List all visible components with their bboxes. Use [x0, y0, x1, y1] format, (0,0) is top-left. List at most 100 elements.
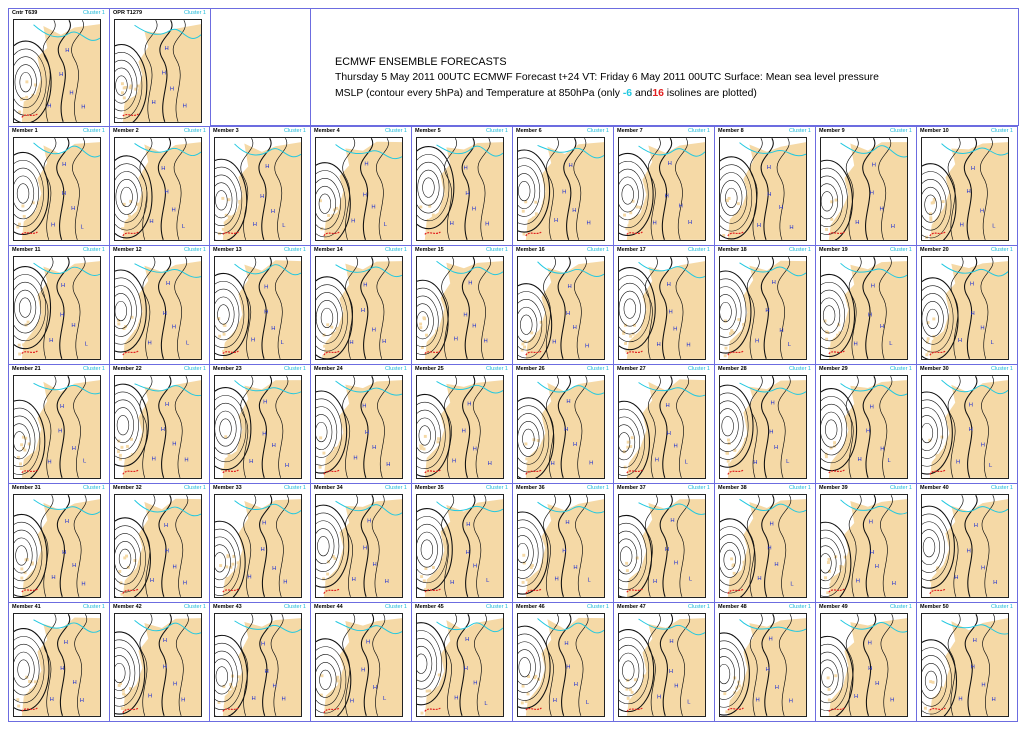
land-area	[626, 379, 705, 478]
land-fleck	[39, 206, 43, 210]
land-fleck	[520, 701, 524, 705]
land-area	[828, 380, 907, 478]
isobar-contour	[116, 415, 130, 436]
land-fleck	[640, 566, 644, 570]
land-fleck	[127, 214, 131, 218]
land-fleck	[419, 322, 423, 326]
high-pressure-label: H	[149, 219, 153, 225]
land-fleck	[538, 586, 542, 590]
isobar-contour	[56, 495, 71, 597]
land-fleck	[36, 562, 40, 566]
high-pressure-label: H	[47, 103, 51, 109]
land-fleck	[824, 576, 827, 580]
high-pressure-label: H	[73, 680, 77, 686]
cluster-label: Cluster 1	[990, 366, 1013, 372]
isobar-contour	[518, 173, 536, 209]
high-pressure-label: H	[163, 665, 167, 671]
isobar-contour	[417, 287, 444, 355]
low-pressure-label: L	[484, 701, 488, 707]
land-fleck	[742, 560, 746, 564]
isobar-contour	[982, 614, 996, 716]
panel-label: Member 3	[213, 128, 239, 134]
high-pressure-label: H	[467, 401, 471, 407]
isobar-contour	[720, 278, 747, 346]
land-fleck	[526, 692, 530, 696]
land-fleck	[925, 340, 929, 344]
cold-isoline	[134, 499, 201, 517]
low-pressure-label: L	[186, 341, 190, 347]
land-fleck	[443, 464, 447, 468]
isobar-contour	[518, 633, 546, 701]
land-fleck	[117, 683, 121, 687]
land-fleck	[530, 331, 534, 335]
isobar-contour	[270, 614, 284, 716]
land-fleck	[722, 234, 726, 237]
high-pressure-label: H	[452, 458, 456, 464]
high-pressure-label: H	[554, 218, 558, 224]
warm-isoline	[626, 707, 643, 712]
high-pressure-label: H	[382, 339, 386, 345]
land-fleck	[934, 221, 938, 225]
cold-isoline	[739, 382, 806, 395]
land-fleck	[346, 447, 350, 451]
isobar-contour	[417, 531, 438, 568]
land-fleck	[238, 576, 242, 580]
isobar-contour	[922, 163, 957, 240]
land-fleck	[437, 449, 441, 453]
land-fleck	[129, 341, 133, 345]
land-fleck	[123, 556, 127, 560]
land-fleck	[544, 703, 548, 707]
isobar-contour	[275, 376, 289, 478]
land-fleck	[119, 682, 123, 685]
high-pressure-label: H	[653, 579, 657, 585]
land-fleck	[848, 703, 852, 707]
isobar-contour	[115, 43, 148, 122]
isobar-contour	[721, 416, 734, 437]
land-fleck	[852, 458, 856, 462]
land-fleck	[322, 354, 326, 358]
land-fleck	[726, 459, 730, 463]
isobar-contour	[115, 533, 141, 585]
isobar-contour	[115, 269, 147, 353]
isobar-contour	[417, 630, 442, 698]
high-pressure-label: H	[870, 191, 874, 197]
isobar-contour	[659, 257, 673, 359]
cold-isoline-value: -6	[622, 88, 633, 99]
land-fleck	[341, 316, 345, 320]
land-fleck	[234, 331, 238, 335]
isobar-contour	[720, 534, 746, 586]
high-pressure-label: H	[353, 456, 357, 462]
isobar-contour	[922, 179, 947, 231]
cluster-label: Cluster 1	[485, 366, 508, 372]
high-pressure-label: H	[767, 546, 771, 552]
isobar-contour	[342, 138, 356, 240]
isobar-contour	[720, 400, 744, 452]
high-pressure-label: H	[667, 282, 671, 288]
cold-isoline	[840, 142, 907, 158]
land-fleck	[635, 333, 639, 337]
high-pressure-label: H	[372, 328, 376, 334]
isobar-contour	[574, 257, 587, 359]
isobar-contour	[462, 376, 476, 478]
land-fleck	[428, 689, 432, 693]
high-pressure-label: H	[464, 666, 468, 672]
land-fleck	[749, 450, 753, 453]
land-fleck	[126, 102, 130, 106]
isobar-contour	[845, 376, 859, 478]
isobar-contour	[16, 183, 30, 204]
isobar-contour	[43, 614, 57, 716]
isobar-contour	[417, 417, 436, 454]
isobar-contour	[14, 628, 50, 712]
high-pressure-label: H	[770, 522, 774, 528]
land-fleck	[745, 573, 749, 577]
land-fleck	[521, 209, 525, 213]
land-fleck	[729, 234, 733, 237]
